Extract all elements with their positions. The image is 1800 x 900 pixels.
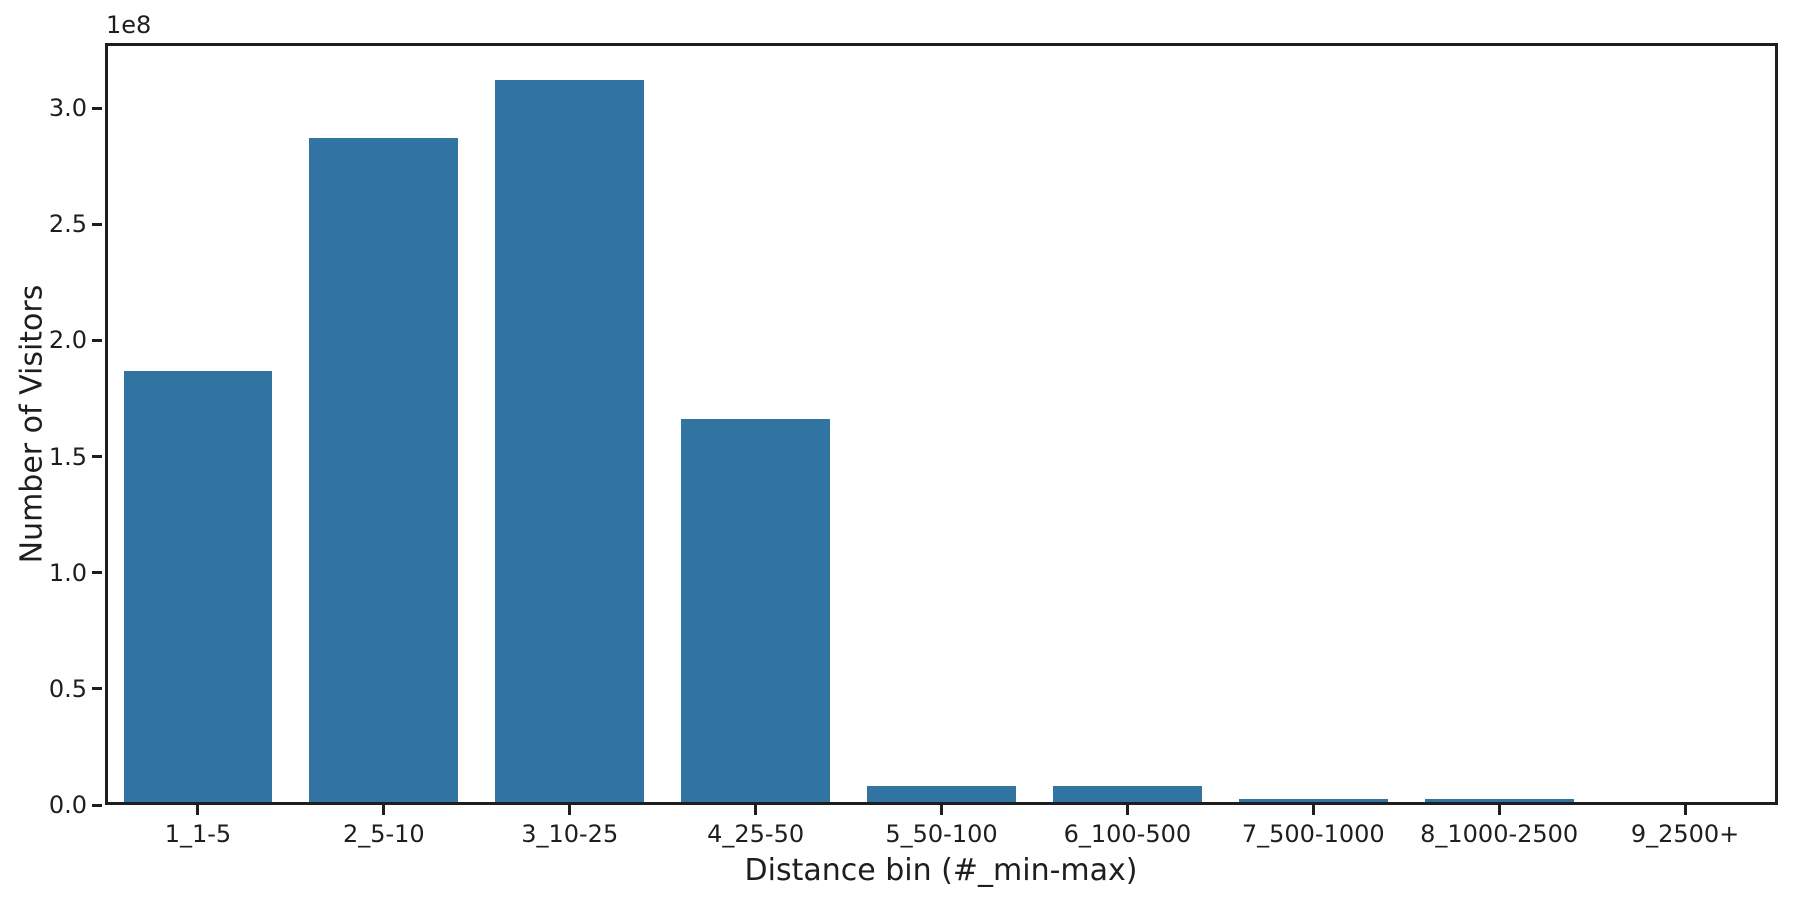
y-tick-label-0.5: 0.5 (48, 674, 87, 703)
x-tick-label-1_1-5: 1_1-5 (164, 820, 232, 848)
x-tick-mark (1497, 805, 1501, 815)
bar-1_1-5 (123, 370, 273, 805)
y-tick-mark (92, 687, 102, 691)
x-tick-mark (196, 805, 200, 815)
y-tick-mark (92, 455, 102, 459)
y-tick-mark (92, 803, 102, 807)
y-tick-label-1.0: 1.0 (48, 558, 87, 587)
y-tick-label-3.0: 3.0 (48, 94, 87, 123)
x-tick-mark (754, 805, 758, 815)
x-tick-mark (382, 805, 386, 815)
y-tick-mark (92, 222, 102, 226)
x-tick-label-2_5-10: 2_5-10 (342, 820, 425, 848)
bar-8_1000-2500 (1424, 798, 1574, 805)
x-tick-mark (1311, 805, 1315, 815)
y-tick-mark (92, 338, 102, 342)
bar-6_100-500 (1053, 786, 1202, 805)
x-tick-label-3_10-25: 3_10-25 (521, 820, 619, 848)
bar-5_50-100 (867, 786, 1016, 805)
x-axis-label: Distance bin (#_min-max) (744, 853, 1138, 888)
bar-3_10-25 (495, 80, 645, 805)
x-tick-label-9_2500+: 9_2500+ (1630, 820, 1740, 848)
x-tick-label-8_1000-2500: 8_1000-2500 (1420, 820, 1579, 848)
x-tick-mark (1125, 805, 1129, 815)
x-tick-label-4_25-50: 4_25-50 (707, 820, 805, 848)
ticks-layer: 1_1-5 2_5-10 3_10-25 4_25-50 5_50-100 6_100-5… (49, 43, 1778, 848)
y-axis-offset-text: 1e8 (106, 11, 152, 39)
x-tick-mark (1683, 805, 1687, 815)
x-tick-label-6_100-500: 6_100-500 (1063, 820, 1192, 848)
plot-area: 1_1-5 2_5-10 3_10-25 4_25-50 5_50-100 6_100-5… (49, 43, 1778, 848)
y-tick-label-2.0: 2.0 (48, 326, 87, 355)
x-tick-mark (940, 805, 943, 815)
x-tick-label-7_500-1000: 7_500-1000 (1241, 820, 1385, 848)
x-tick-mark (568, 805, 572, 815)
bar-2_5-10 (309, 138, 459, 805)
y-tick-mark (92, 571, 102, 575)
x-tick-label-5_50-100: 5_50-100 (885, 820, 998, 848)
y-tick-label-0.0: 0.0 (48, 791, 87, 819)
bars-layer (105, 43, 1778, 805)
bar-4_25-50 (681, 419, 830, 805)
y-tick-label-2.5: 2.5 (48, 210, 87, 239)
y-tick-label-1.5: 1.5 (48, 442, 87, 471)
y-tick-mark (92, 106, 102, 110)
